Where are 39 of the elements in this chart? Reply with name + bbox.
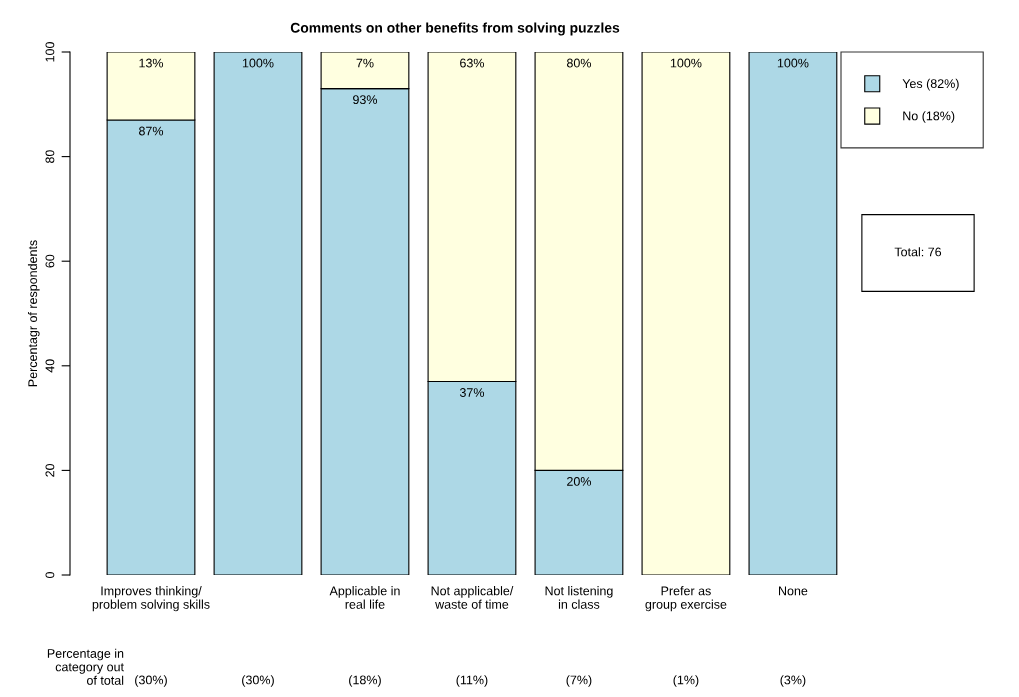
text: Total: 76 [894,247,942,257]
y-tick-label: 0 [45,572,55,578]
x-tick-label: Not applicable/ waste of time [431,586,514,609]
bar [213,52,303,575]
y-tick-label: 100 [45,42,55,62]
data-label: 37% [459,388,485,397]
x-tick-label: Not listening in class [545,586,613,609]
y-tick-label: 80 [45,150,55,164]
data-label: 13% [139,58,164,68]
bar [641,52,731,575]
text: (7%) [566,675,592,687]
y-axis-title: Percentagr of respondents [27,240,40,387]
text: (30%) [135,675,167,687]
data-label: 87% [139,126,164,136]
y-tick-label: 40 [45,359,55,373]
x-tick-label: Prefer as group exercise [645,586,727,612]
bar [748,52,838,575]
x-tick-label: Applicable in real life [329,586,400,609]
text: (3%) [780,675,806,687]
data-label: 7% [356,58,374,68]
data-label: 100% [670,58,702,68]
data-label: 100% [777,58,809,68]
y-tick-label: 20 [45,463,55,477]
text: (18%) [349,675,381,687]
legend-label: Yes (82%) [902,78,959,91]
x-tick-label: Improves thinking/ problem solving skills [92,586,210,612]
data-label: 93% [353,95,378,105]
legend-label: No (18%) [903,111,955,123]
x-tick-label: None [779,586,808,596]
data-label: 20% [567,477,592,486]
text: (11%) [456,675,488,687]
text: (1%) [673,675,699,687]
data-label: 80% [566,58,592,68]
chart-title: Comments on other benefits from solving puzzles [290,22,620,36]
data-label: 100% [242,58,274,68]
data-label: 63% [460,58,485,68]
text: (30%) [242,675,274,687]
y-tick-label: 60 [45,254,55,268]
text: Percentage in category out of total [47,648,124,685]
